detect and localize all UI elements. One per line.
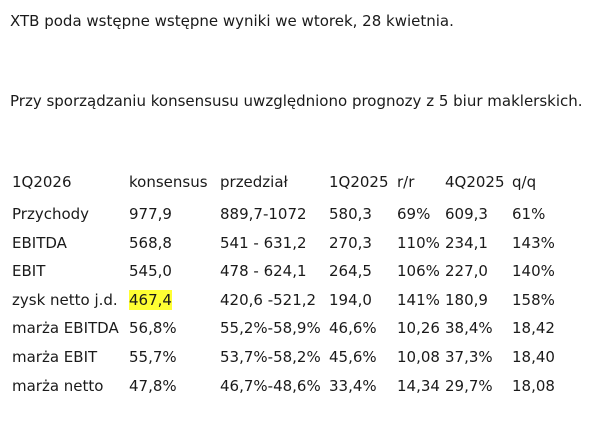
table-cell: 18,42 [512, 319, 555, 338]
table-cell: 478 - 624,1 [220, 262, 307, 281]
table-cell: marża EBIT [12, 348, 98, 366]
table-cell: 541 - 631,2 [220, 233, 307, 252]
table-cell: r/r [397, 173, 415, 191]
table-cell: 110% [397, 233, 440, 252]
paragraph: XTB poda wstępne wstępne wyniki we wtore… [10, 12, 454, 30]
table-cell: 580,3 [329, 205, 372, 223]
table-cell: Przychody [12, 205, 90, 223]
table-cell: 33,4% [329, 376, 377, 395]
table-cell: 10,26 [397, 319, 440, 338]
table-cell: 47,8% [129, 376, 177, 395]
table-cell: 264,5 [329, 262, 372, 281]
table-cell: 18,40 [512, 348, 555, 366]
table-cell: 29,7% [445, 376, 493, 395]
table-cell: 609,3 [445, 205, 488, 223]
table-cell: 270,3 [329, 233, 372, 252]
table-cell: 140% [512, 262, 555, 281]
table-cell: 10,08 [397, 348, 440, 366]
table-cell: marża netto [12, 376, 104, 395]
table-cell: 158% [512, 290, 555, 309]
table-cell: 14,34 [397, 376, 440, 395]
table-cell: 234,1 [445, 233, 488, 252]
table-cell: 1Q2026 [12, 173, 72, 191]
table-cell: 227,0 [445, 262, 488, 281]
table-cell: 38,4% [445, 319, 493, 338]
table-cell: 545,0 [129, 262, 172, 281]
table-cell: marża EBITDA [12, 319, 119, 338]
table-cell: 4Q2025 [445, 173, 505, 191]
table-cell: 61% [512, 205, 546, 223]
table-cell: 141% [397, 290, 440, 309]
table-cell: 45,6% [329, 348, 377, 366]
table-cell: 69% [397, 205, 431, 223]
table-cell: 55,7% [129, 348, 177, 366]
table-cell: 55,2%-58,9% [220, 319, 321, 338]
table-cell: EBIT [12, 262, 46, 281]
table-cell: 568,8 [129, 233, 172, 252]
table-cell: q/q [512, 173, 537, 191]
table-cell: 180,9 [445, 290, 488, 309]
table-cell: przedział [220, 173, 288, 191]
table-cell: 1Q2025 [329, 173, 389, 191]
table-cell: 53,7%-58,2% [220, 348, 321, 366]
table-cell: 18,08 [512, 376, 555, 395]
table-cell: 977,9 [129, 205, 172, 223]
table-cell: 56,8% [129, 319, 177, 338]
table-cell: konsensus [129, 173, 208, 191]
table-cell: 37,3% [445, 348, 493, 366]
table-cell: 194,0 [329, 290, 372, 309]
table-cell: 143% [512, 233, 555, 252]
table-cell: 46,6% [329, 319, 377, 338]
table-cell: 106% [397, 262, 440, 281]
table-cell: zysk netto j.d. [12, 290, 118, 309]
table-cell: 889,7-1072 [220, 205, 307, 223]
table-cell: 420,6 -521,2 [220, 290, 317, 309]
table-cell: 46,7%-48,6% [220, 376, 321, 395]
table-cell: 467,4 [129, 289, 172, 310]
table-cell: EBITDA [12, 233, 67, 252]
paragraph: Przy sporządzaniu konsensusu uwzględnion… [10, 92, 583, 110]
